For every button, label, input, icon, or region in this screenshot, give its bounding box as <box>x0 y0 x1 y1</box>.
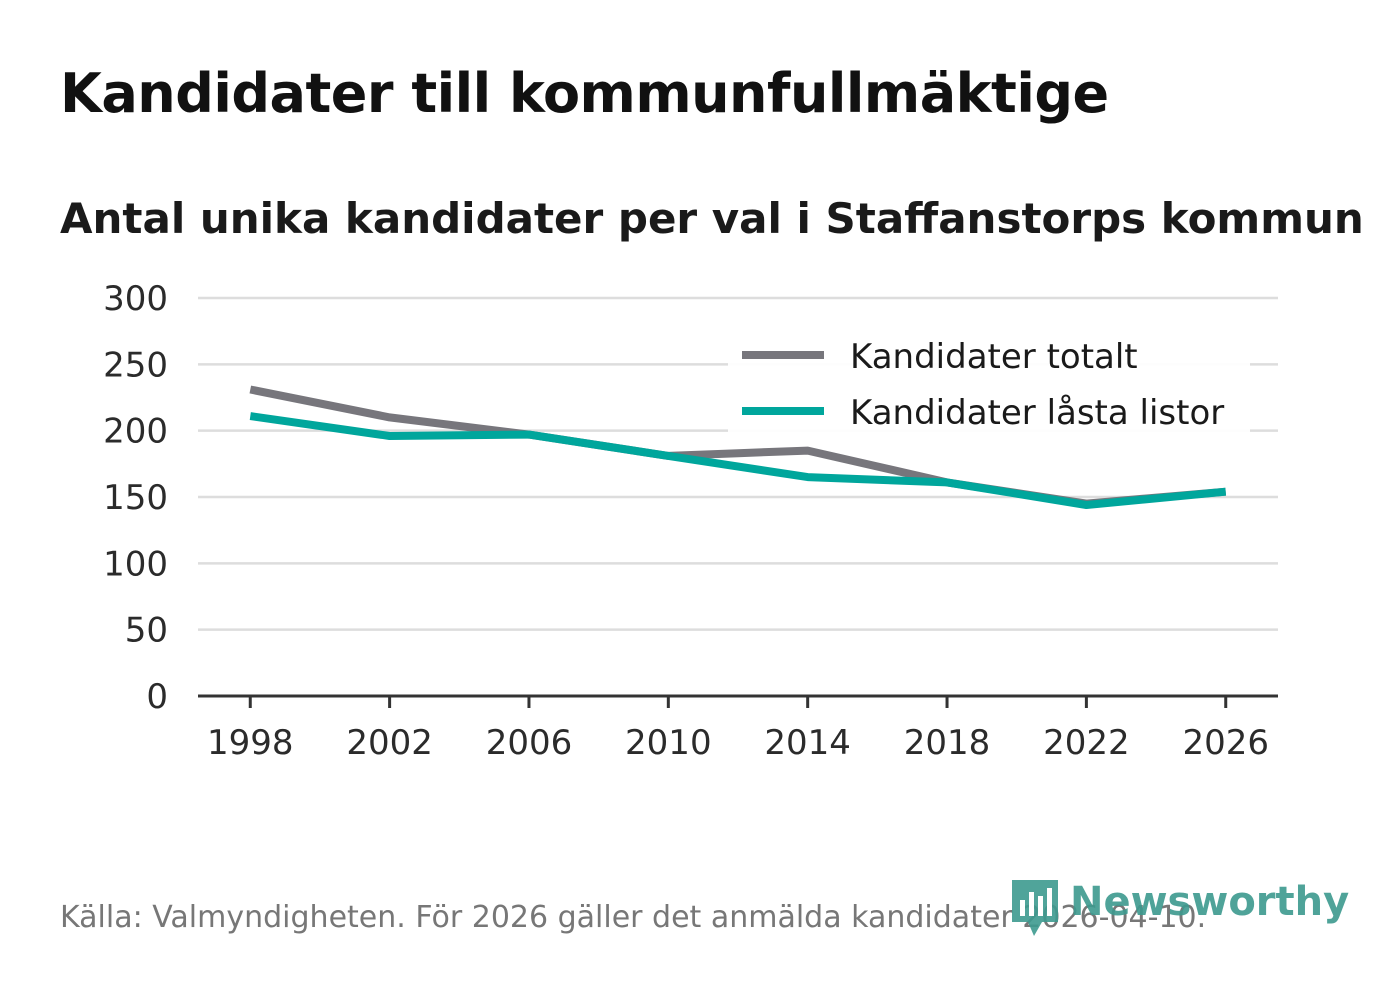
chart-title: Kandidater till kommunfullmäktige <box>60 62 1109 125</box>
x-tick-label-2022: 2022 <box>1043 723 1130 763</box>
y-tick-label-200: 200 <box>103 412 168 452</box>
legend-label-kandidater-lasta-listor: Kandidater låsta listor <box>850 393 1224 433</box>
x-tick-label-2006: 2006 <box>486 723 573 763</box>
newsworthy-logo-icon <box>1010 878 1060 942</box>
series-lines <box>249 385 1227 509</box>
y-tick-label-250: 250 <box>103 345 168 385</box>
x-tick-label-2014: 2014 <box>764 723 851 763</box>
x-tick-label-2018: 2018 <box>904 723 991 763</box>
legend: Kandidater totalt Kandidater låsta listo… <box>728 326 1250 438</box>
y-tick-label-150: 150 <box>103 478 168 518</box>
x-tick-label-1998: 1998 <box>207 723 294 763</box>
y-tick-label-0: 0 <box>146 677 168 717</box>
brand-name: Newsworthy <box>1070 879 1350 925</box>
x-tick-label-2002: 2002 <box>346 723 433 763</box>
y-tick-label-50: 50 <box>125 611 168 651</box>
brand-logo: Newsworthy <box>1010 878 1349 948</box>
chart-subtitle: Antal unika kandidater per val i Staffan… <box>60 194 1364 243</box>
x-axis: 1998 2002 2006 2010 2014 2018 2022 2026 <box>198 694 1278 763</box>
series-line-kandidater-lasta-listor <box>249 412 1227 509</box>
legend-background <box>728 326 1250 438</box>
x-tick-label-2010: 2010 <box>625 723 712 763</box>
x-tick-label-2026: 2026 <box>1182 723 1269 763</box>
y-axis: 0 50 100 150 200 250 300 <box>103 279 168 717</box>
y-tick-label-300: 300 <box>103 279 168 319</box>
legend-label-kandidater-totalt: Kandidater totalt <box>850 337 1138 377</box>
y-tick-label-100: 100 <box>103 544 168 584</box>
